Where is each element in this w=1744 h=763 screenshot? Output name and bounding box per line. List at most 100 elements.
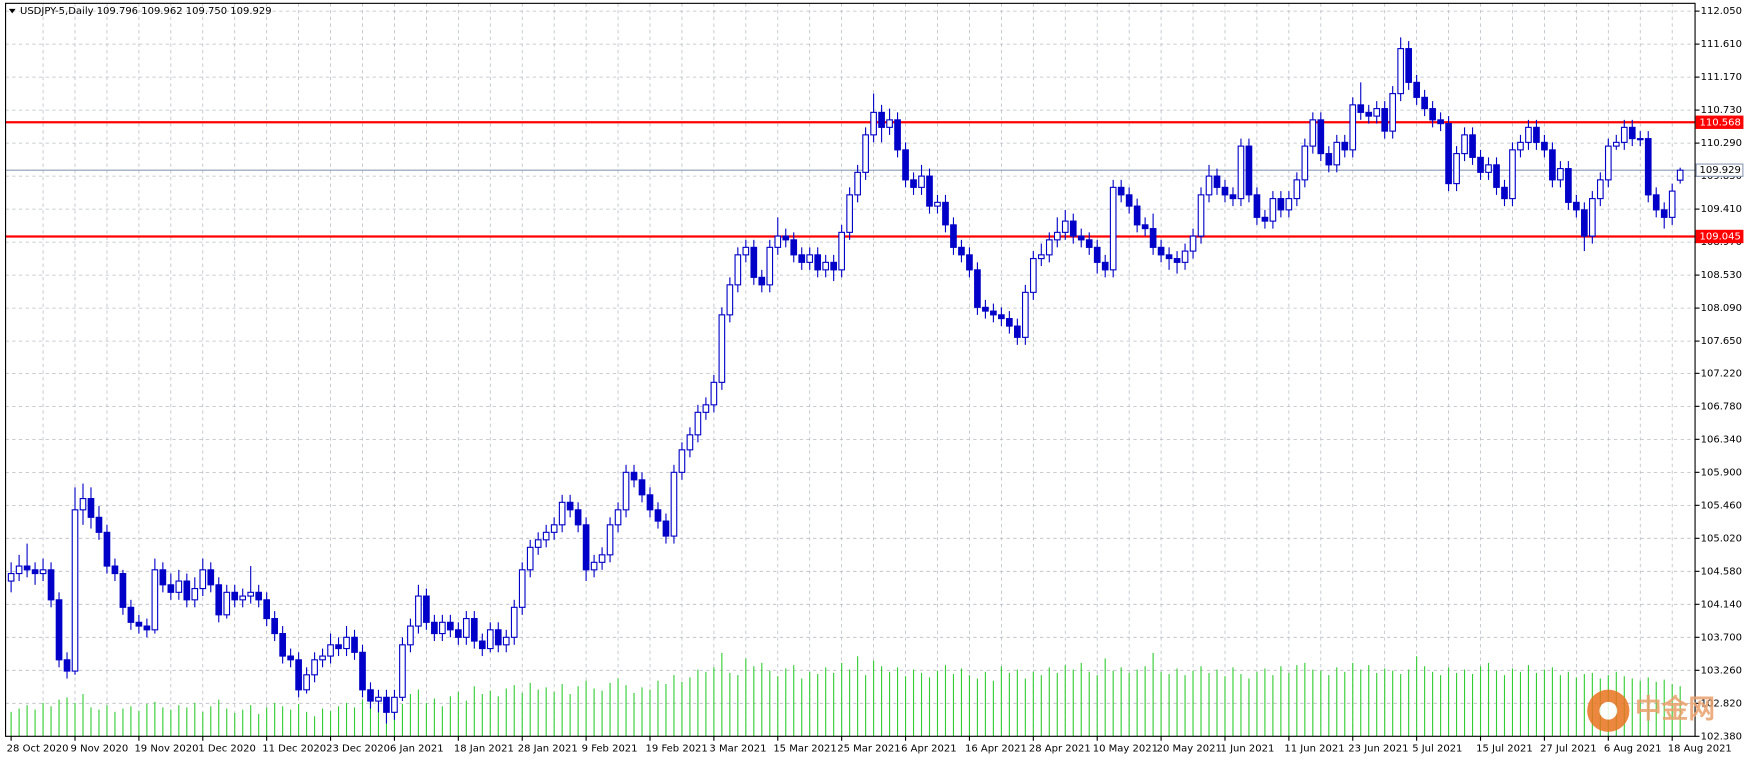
y-tick-label: 102.820: [1701, 698, 1742, 709]
candle-body: [838, 231, 845, 271]
candle-body: [63, 659, 71, 672]
candle-body: [1517, 141, 1524, 151]
candle-body: [1397, 48, 1405, 95]
candle-body: [1125, 194, 1133, 207]
candle-body: [886, 119, 893, 128]
candle-body: [1077, 235, 1085, 241]
candle-body: [1333, 141, 1341, 166]
candle-body: [1620, 126, 1628, 143]
candle-body: [1197, 194, 1205, 237]
candle-body: [598, 554, 606, 563]
price-box: [1695, 115, 1744, 129]
candle-body: [1660, 209, 1668, 218]
x-tick-label: 3 Mar 2021: [709, 744, 766, 755]
candle-body: [1061, 220, 1069, 233]
candle-body: [1133, 205, 1141, 226]
candle-body: [1141, 224, 1149, 230]
menu-arrow: [8, 8, 16, 14]
candle-body: [1413, 81, 1420, 98]
candle-body: [223, 591, 231, 616]
y-tick-label: 109.410: [1701, 204, 1742, 215]
candle-body: [295, 659, 302, 691]
y-tick-label: 105.900: [1701, 467, 1742, 478]
candle-body: [1644, 138, 1652, 196]
candle-body: [1565, 168, 1572, 203]
legend-text: USDJPY-5,Daily 109.796 109.962 109.750 1…: [20, 6, 272, 17]
candle-body: [958, 246, 965, 256]
y-tick-label: 102.380: [1701, 731, 1742, 742]
candle-body: [734, 254, 742, 286]
y-tick-label: 108.530: [1701, 270, 1742, 281]
candle-body: [135, 621, 143, 627]
candle-body: [542, 531, 550, 541]
candle-body: [1581, 209, 1588, 237]
candle-body: [518, 569, 526, 608]
candle-body: [231, 591, 239, 601]
x-tick-label: 19 Nov 2020: [134, 744, 198, 755]
volume-layer: [10, 652, 1681, 737]
candle-body: [399, 644, 406, 698]
candle-body: [686, 434, 694, 451]
candle-body: [1549, 149, 1556, 181]
y-tick-label: 103.260: [1701, 665, 1742, 676]
candle-body: [1373, 108, 1381, 117]
candle-body: [127, 606, 135, 623]
candle-body: [982, 306, 989, 312]
candle-body: [415, 595, 422, 627]
candle-body: [902, 149, 909, 181]
price-box-label: 109.045: [1700, 231, 1741, 242]
candle-body: [1453, 153, 1460, 185]
candle-body: [1045, 239, 1053, 256]
candle-body: [39, 569, 47, 575]
candle-body: [718, 314, 726, 383]
candle-body: [974, 269, 981, 308]
candle-body: [191, 588, 199, 601]
candle-body: [1445, 123, 1452, 185]
candle-body: [1173, 258, 1181, 263]
x-tick-label: 23 Dec 2020: [326, 744, 390, 755]
candle-body: [1101, 261, 1109, 271]
candle-body: [247, 591, 255, 597]
candle-body: [55, 599, 63, 661]
candle-body: [383, 696, 390, 713]
candle-body: [1269, 198, 1277, 222]
candle-body: [1341, 141, 1349, 151]
candle-body: [1501, 186, 1508, 200]
candle-body: [1493, 164, 1500, 188]
candle-body: [582, 524, 590, 571]
candle-body: [574, 509, 582, 526]
candle-body: [558, 501, 566, 526]
watermark-logo-inner: [1599, 701, 1618, 720]
candle-body: [431, 621, 438, 635]
candle-body: [23, 565, 31, 571]
x-tick-label: 20 May 2021: [1157, 744, 1222, 755]
x-tick-label: 1 Jun 2021: [1221, 744, 1275, 755]
x-tick-label: 6 Aug 2021: [1604, 744, 1662, 755]
candle-body: [1668, 190, 1676, 218]
candle-body: [702, 404, 710, 413]
candle-body: [1189, 235, 1197, 252]
candle-body: [462, 618, 470, 638]
candle-body: [470, 618, 478, 642]
candle-body: [1109, 186, 1117, 271]
candle-body: [454, 629, 462, 638]
candle-body: [998, 314, 1005, 320]
candle-body: [1149, 228, 1157, 248]
y-tick-label: 107.650: [1701, 336, 1742, 347]
plot-frame: [5, 2, 1696, 737]
candle-body: [822, 261, 830, 271]
candle-body: [183, 580, 191, 601]
candle-body: [79, 498, 87, 511]
candle-body: [143, 625, 151, 631]
candle-body: [622, 471, 630, 511]
y-tick-label: 105.020: [1701, 533, 1742, 544]
x-tick-label: 10 May 2021: [1093, 744, 1158, 755]
candle-body: [654, 509, 662, 522]
candle-body: [47, 569, 55, 601]
candle-body: [1029, 258, 1037, 293]
candle-body: [1421, 96, 1428, 110]
candle-body: [335, 644, 342, 650]
x-tick-label: 16 Apr 2021: [965, 744, 1027, 755]
candle-body: [1381, 108, 1389, 132]
candle-body: [1053, 231, 1061, 241]
